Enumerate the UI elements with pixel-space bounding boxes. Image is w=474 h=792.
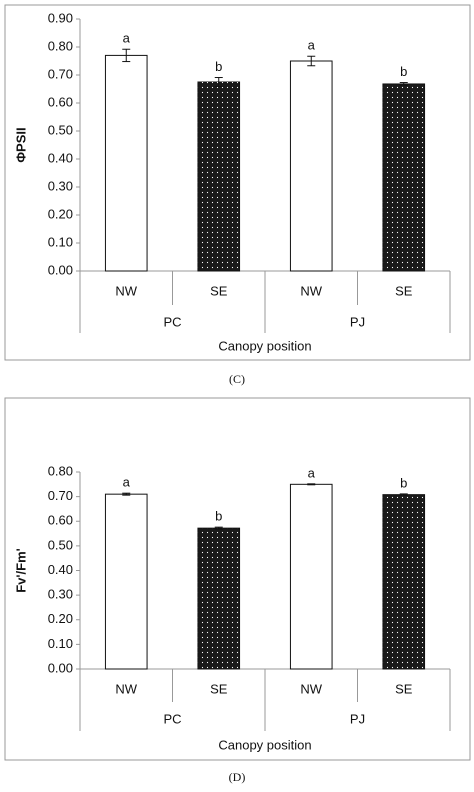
significance-letter: a: [308, 38, 316, 53]
y-tick-label: 0.90: [48, 10, 73, 25]
significance-letter: b: [215, 59, 222, 74]
y-tick-label: 0.10: [48, 234, 73, 249]
panel-caption: (C): [229, 372, 245, 386]
group-label: PJ: [350, 711, 365, 726]
x-tick-label: SE: [395, 681, 413, 696]
y-tick-label: 0.30: [48, 178, 73, 193]
panel-frame: [4, 4, 471, 361]
bar: [289, 60, 333, 272]
significance-letter: a: [123, 31, 131, 46]
bar: [289, 483, 333, 670]
x-tick-label: NW: [300, 681, 322, 696]
significance-letter: a: [123, 475, 131, 490]
y-tick-label: 0.20: [48, 206, 73, 221]
y-tick-label: 0.80: [48, 463, 73, 478]
bar: [104, 54, 148, 272]
y-tick-label: 0.40: [48, 562, 73, 577]
x-axis-label: Canopy position: [218, 338, 311, 353]
group-label: PC: [163, 711, 181, 726]
y-tick-label: 0.60: [48, 94, 73, 109]
y-axis-label: Fv'/Fm': [13, 548, 28, 592]
x-axis-label: Canopy position: [218, 737, 311, 752]
panel-caption: (D): [229, 770, 246, 784]
y-tick-label: 0.60: [48, 513, 73, 528]
group-label: PC: [163, 314, 181, 329]
y-tick-label: 0.10: [48, 636, 73, 651]
x-tick-label: SE: [210, 681, 228, 696]
significance-letter: b: [400, 475, 407, 490]
group-label: PJ: [350, 314, 365, 329]
bar-dots: [382, 83, 425, 272]
y-tick-label: 0.70: [48, 66, 73, 81]
x-tick-label: SE: [395, 283, 413, 298]
y-tick-label: 0.70: [48, 488, 73, 503]
y-tick-label: 0.20: [48, 611, 73, 626]
x-tick-label: SE: [210, 283, 228, 298]
y-tick-label: 0.40: [48, 150, 73, 165]
bar-dots: [382, 494, 425, 669]
y-tick-label: 0.00: [48, 660, 73, 675]
bar-dots: [197, 528, 240, 669]
y-tick-label: 0.80: [48, 38, 73, 53]
bar-dots: [197, 82, 240, 271]
y-tick-label: 0.50: [48, 537, 73, 552]
y-tick-label: 0.50: [48, 122, 73, 137]
bar: [104, 493, 148, 670]
y-tick-label: 0.00: [48, 262, 73, 277]
significance-letter: b: [400, 64, 407, 79]
panel-frame: [4, 397, 471, 761]
significance-letter: b: [215, 509, 222, 524]
y-axis-label: ΦPSII: [13, 127, 28, 162]
x-tick-label: NW: [115, 283, 137, 298]
y-tick-label: 0.30: [48, 587, 73, 602]
x-tick-label: NW: [115, 681, 137, 696]
x-tick-label: NW: [300, 283, 322, 298]
significance-letter: a: [308, 465, 316, 480]
